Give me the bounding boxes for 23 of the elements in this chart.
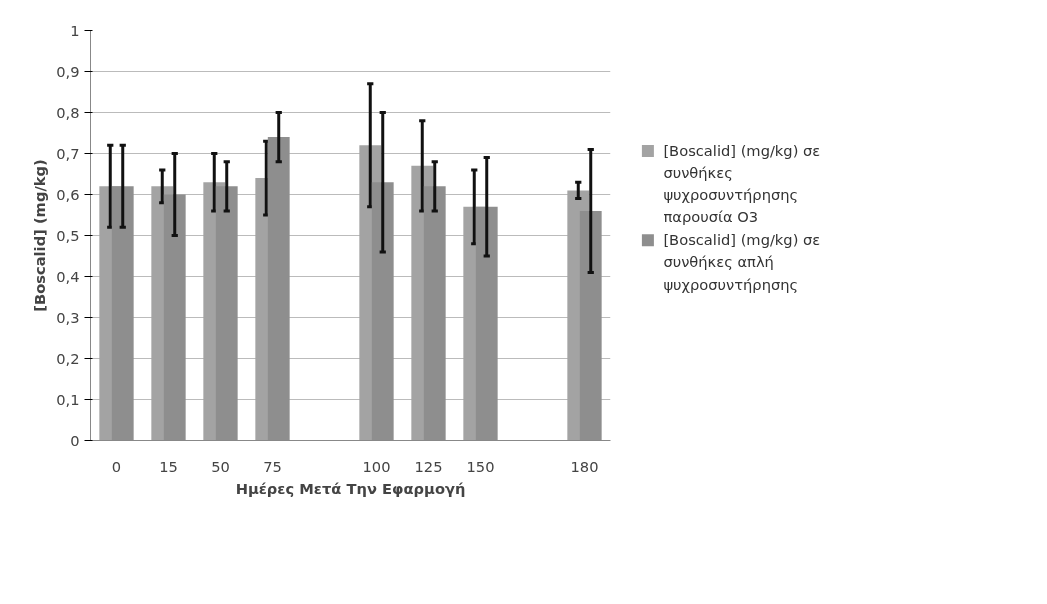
x-tick-label: 150 <box>466 457 495 475</box>
x-tick-label: 180 <box>570 457 599 475</box>
y-tick-label: 0 <box>70 431 80 449</box>
x-tick-label: 100 <box>362 457 391 475</box>
y-tick-label: 0,1 <box>56 390 80 408</box>
x-tick-label: 0 <box>111 457 122 475</box>
x-tick-label: 75 <box>263 457 282 475</box>
y-tick-label: 0,2 <box>56 349 80 367</box>
y-tick-label: 0,9 <box>56 62 80 80</box>
x-tick-label: 125 <box>414 457 443 475</box>
legend-label: [Boscalid] (mg/kg) σε συνθήκες ψυχροσυντήρησης παρουσία Ο3 <box>663 141 821 226</box>
y-tick-label: 1 <box>70 21 80 39</box>
y-tick-label: 0,5 <box>56 226 80 244</box>
y-axis-title: [Boscalid] (mg/kg) <box>31 159 49 312</box>
y-tick-label: 0,6 <box>56 185 80 203</box>
y-tick-label: 0,3 <box>56 308 80 326</box>
y-tick-label: 0,4 <box>56 267 80 285</box>
x-axis-title: Ημέρες Μετά Την Εφαρμογή <box>235 479 466 497</box>
legend-label: [Boscalid] (mg/kg) σε συνθήκες απλή ψυχροσυντήρησης <box>663 231 821 293</box>
x-tick-label: 50 <box>211 457 230 475</box>
y-tick-label: 0,7 <box>56 144 80 162</box>
y-tick-label: 0,8 <box>56 103 80 121</box>
x-tick-label: 15 <box>159 457 178 475</box>
